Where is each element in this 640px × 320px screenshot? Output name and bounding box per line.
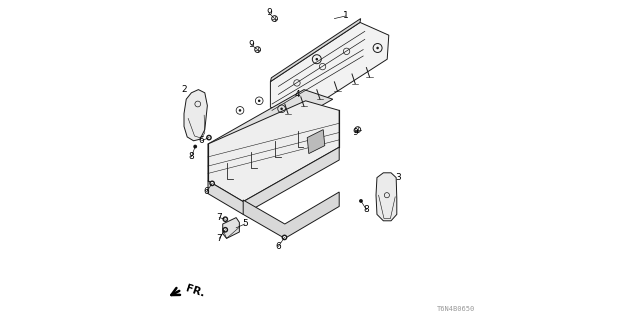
Text: 6: 6 — [204, 188, 209, 196]
Polygon shape — [208, 90, 333, 154]
Text: 7: 7 — [216, 234, 222, 243]
Polygon shape — [208, 101, 339, 202]
Text: 3: 3 — [396, 173, 401, 182]
Circle shape — [207, 136, 211, 139]
Circle shape — [280, 108, 283, 110]
Circle shape — [376, 47, 379, 49]
Circle shape — [193, 145, 197, 148]
Circle shape — [258, 100, 260, 102]
Polygon shape — [270, 19, 361, 82]
Text: FR.: FR. — [184, 284, 205, 299]
Polygon shape — [208, 147, 339, 214]
Circle shape — [223, 216, 228, 222]
Circle shape — [283, 236, 286, 239]
Text: 7: 7 — [216, 213, 222, 222]
Circle shape — [223, 227, 228, 233]
Text: 9: 9 — [266, 8, 271, 17]
Circle shape — [239, 109, 241, 112]
Circle shape — [211, 182, 214, 185]
Circle shape — [282, 235, 287, 240]
Text: 8: 8 — [364, 205, 369, 214]
Text: 6: 6 — [276, 242, 281, 251]
Polygon shape — [223, 218, 239, 238]
Circle shape — [359, 199, 363, 203]
Text: 2: 2 — [181, 85, 187, 94]
Circle shape — [316, 58, 318, 60]
Polygon shape — [307, 130, 325, 154]
Polygon shape — [184, 90, 207, 141]
Text: 4: 4 — [295, 90, 300, 99]
Circle shape — [209, 180, 215, 186]
Text: 9: 9 — [353, 128, 358, 137]
Text: 6: 6 — [199, 136, 204, 145]
Polygon shape — [270, 22, 388, 117]
Text: 1: 1 — [343, 12, 348, 20]
Polygon shape — [243, 192, 339, 238]
Circle shape — [206, 135, 212, 140]
Text: T6N4B0650: T6N4B0650 — [437, 306, 475, 312]
Text: 9: 9 — [248, 40, 254, 49]
Text: 5: 5 — [242, 220, 248, 228]
Circle shape — [224, 228, 227, 231]
Text: 8: 8 — [189, 152, 194, 161]
Polygon shape — [376, 173, 397, 221]
Circle shape — [224, 218, 227, 221]
